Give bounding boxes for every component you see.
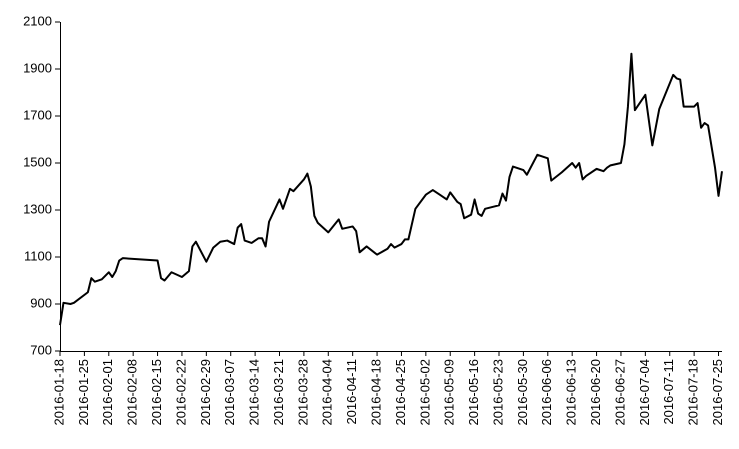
x-tick-label: 2016-02-08 <box>125 359 140 426</box>
x-tick-label: 2016-06-06 <box>539 359 554 426</box>
x-tick-label: 2016-06-13 <box>564 359 579 426</box>
x-tick-label: 2016-07-04 <box>637 359 652 426</box>
y-tick-label: 1500 <box>23 154 52 169</box>
x-tick-label: 2016-05-23 <box>490 359 505 426</box>
x-tick-label: 2016-03-21 <box>271 359 286 426</box>
y-tick-label: 1700 <box>23 107 52 122</box>
x-tick-label: 2016-01-18 <box>51 359 66 426</box>
x-tick-label: 2016-05-30 <box>515 359 530 426</box>
x-tick-label: 2016-03-28 <box>295 359 310 426</box>
y-tick-label: 1900 <box>23 60 52 75</box>
x-tick-label: 2016-04-04 <box>320 359 335 426</box>
x-tick-label: 2016-02-15 <box>149 359 164 426</box>
x-tick-label: 2016-04-18 <box>369 359 384 426</box>
x-tick-label: 2016-07-11 <box>661 359 676 425</box>
x-tick-label: 2016-05-02 <box>417 359 432 426</box>
y-tick-label: 1300 <box>23 201 52 216</box>
x-tick-label: 2016-04-25 <box>393 359 408 426</box>
x-tick-label: 2016-05-16 <box>466 359 481 426</box>
x-tick-label: 2016-01-25 <box>76 359 91 426</box>
line-series <box>59 52 723 326</box>
y-tick-label: 900 <box>30 295 52 310</box>
y-tick-label: 1100 <box>24 248 52 263</box>
x-tick-label: 2016-05-09 <box>442 359 457 426</box>
y-tick-label: 2100 <box>23 13 52 28</box>
x-tick-label: 2016-06-27 <box>612 359 627 426</box>
y-tick-label: 700 <box>30 342 52 357</box>
x-tick-label: 2016-02-29 <box>198 359 213 426</box>
x-tick-label: 2016-02-01 <box>100 359 115 426</box>
x-tick-label: 2016-02-22 <box>173 359 188 426</box>
x-tick-label: 2016-03-14 <box>247 359 262 426</box>
x-tick-label: 2016-07-25 <box>710 359 725 426</box>
x-tick-label: 2016-06-20 <box>588 359 603 426</box>
x-tick-label: 2016-07-18 <box>686 359 701 426</box>
x-tick-label: 2016-03-07 <box>222 359 237 426</box>
x-tick-label: 2016-04-11 <box>344 359 359 425</box>
